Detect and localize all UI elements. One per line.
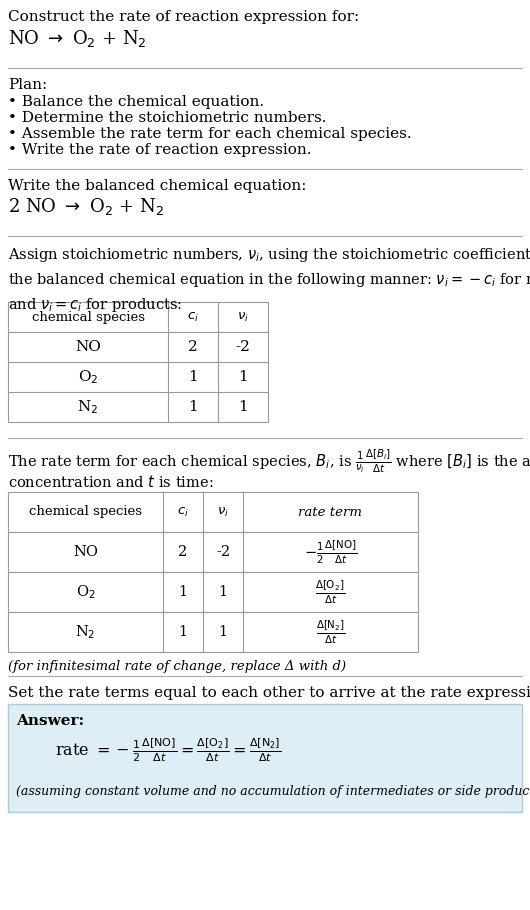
Text: (assuming constant volume and no accumulation of intermediates or side products): (assuming constant volume and no accumul…: [16, 785, 530, 798]
Text: Set the rate terms equal to each other to arrive at the rate expression:: Set the rate terms equal to each other t…: [8, 686, 530, 700]
Text: 2 NO $\rightarrow$ O$_2$ + N$_2$: 2 NO $\rightarrow$ O$_2$ + N$_2$: [8, 196, 164, 217]
Text: Answer:: Answer:: [16, 714, 84, 728]
Text: Construct the rate of reaction expression for:: Construct the rate of reaction expressio…: [8, 10, 359, 24]
Text: N$_2$: N$_2$: [77, 399, 99, 416]
Text: -2: -2: [216, 545, 230, 559]
Text: 1: 1: [218, 585, 227, 599]
Text: N$_2$: N$_2$: [75, 623, 96, 641]
Text: 1: 1: [238, 370, 248, 384]
Text: chemical species: chemical species: [29, 505, 142, 519]
Text: 1: 1: [188, 400, 198, 414]
Text: • Balance the chemical equation.: • Balance the chemical equation.: [8, 95, 264, 109]
Text: NO: NO: [75, 340, 101, 354]
Text: Assign stoichiometric numbers, $\nu_i$, using the stoichiometric coefficients, $: Assign stoichiometric numbers, $\nu_i$, …: [8, 246, 530, 314]
Text: 2: 2: [188, 340, 198, 354]
Bar: [8, 492, 418, 652]
Text: NO: NO: [73, 545, 98, 559]
Bar: [8, 302, 268, 422]
Text: 1: 1: [179, 585, 188, 599]
Text: • Write the rate of reaction expression.: • Write the rate of reaction expression.: [8, 143, 312, 157]
Text: O$_2$: O$_2$: [78, 369, 98, 386]
Text: $-\frac{1}{2}\frac{\Delta[\mathrm{NO}]}{\Delta t}$: $-\frac{1}{2}\frac{\Delta[\mathrm{NO}]}{…: [304, 539, 357, 566]
Text: Plan:: Plan:: [8, 78, 47, 92]
Text: 1: 1: [218, 625, 227, 639]
Text: $\nu_i$: $\nu_i$: [217, 505, 229, 519]
Text: 1: 1: [188, 370, 198, 384]
Text: $\nu_i$: $\nu_i$: [237, 310, 249, 324]
Text: rate $= -\frac{1}{2}\frac{\Delta[\mathrm{NO}]}{\Delta t} = \frac{\Delta[\mathrm{: rate $= -\frac{1}{2}\frac{\Delta[\mathrm…: [55, 736, 281, 763]
Text: concentration and $t$ is time:: concentration and $t$ is time:: [8, 474, 214, 490]
Text: (for infinitesimal rate of change, replace Δ with d): (for infinitesimal rate of change, repla…: [8, 660, 346, 673]
Text: • Assemble the rate term for each chemical species.: • Assemble the rate term for each chemic…: [8, 127, 412, 141]
Text: The rate term for each chemical species, $B_i$, is $\frac{1}{\nu_i}\frac{\Delta[: The rate term for each chemical species,…: [8, 448, 530, 475]
Text: 1: 1: [179, 625, 188, 639]
Text: O$_2$: O$_2$: [76, 583, 95, 601]
Text: chemical species: chemical species: [31, 310, 145, 323]
Text: NO $\rightarrow$ O$_2$ + N$_2$: NO $\rightarrow$ O$_2$ + N$_2$: [8, 28, 147, 49]
Text: Write the balanced chemical equation:: Write the balanced chemical equation:: [8, 179, 306, 193]
Text: 1: 1: [238, 400, 248, 414]
Text: $\frac{\Delta[\mathrm{O}_2]}{\Delta t}$: $\frac{\Delta[\mathrm{O}_2]}{\Delta t}$: [315, 578, 346, 606]
Text: $\frac{\Delta[\mathrm{N}_2]}{\Delta t}$: $\frac{\Delta[\mathrm{N}_2]}{\Delta t}$: [316, 618, 346, 646]
Text: $c_i$: $c_i$: [187, 310, 199, 324]
Text: $c_i$: $c_i$: [177, 505, 189, 519]
Text: • Determine the stoichiometric numbers.: • Determine the stoichiometric numbers.: [8, 111, 326, 125]
Text: -2: -2: [235, 340, 251, 354]
Text: rate term: rate term: [298, 505, 363, 519]
Text: 2: 2: [179, 545, 188, 559]
Bar: [8, 704, 522, 812]
